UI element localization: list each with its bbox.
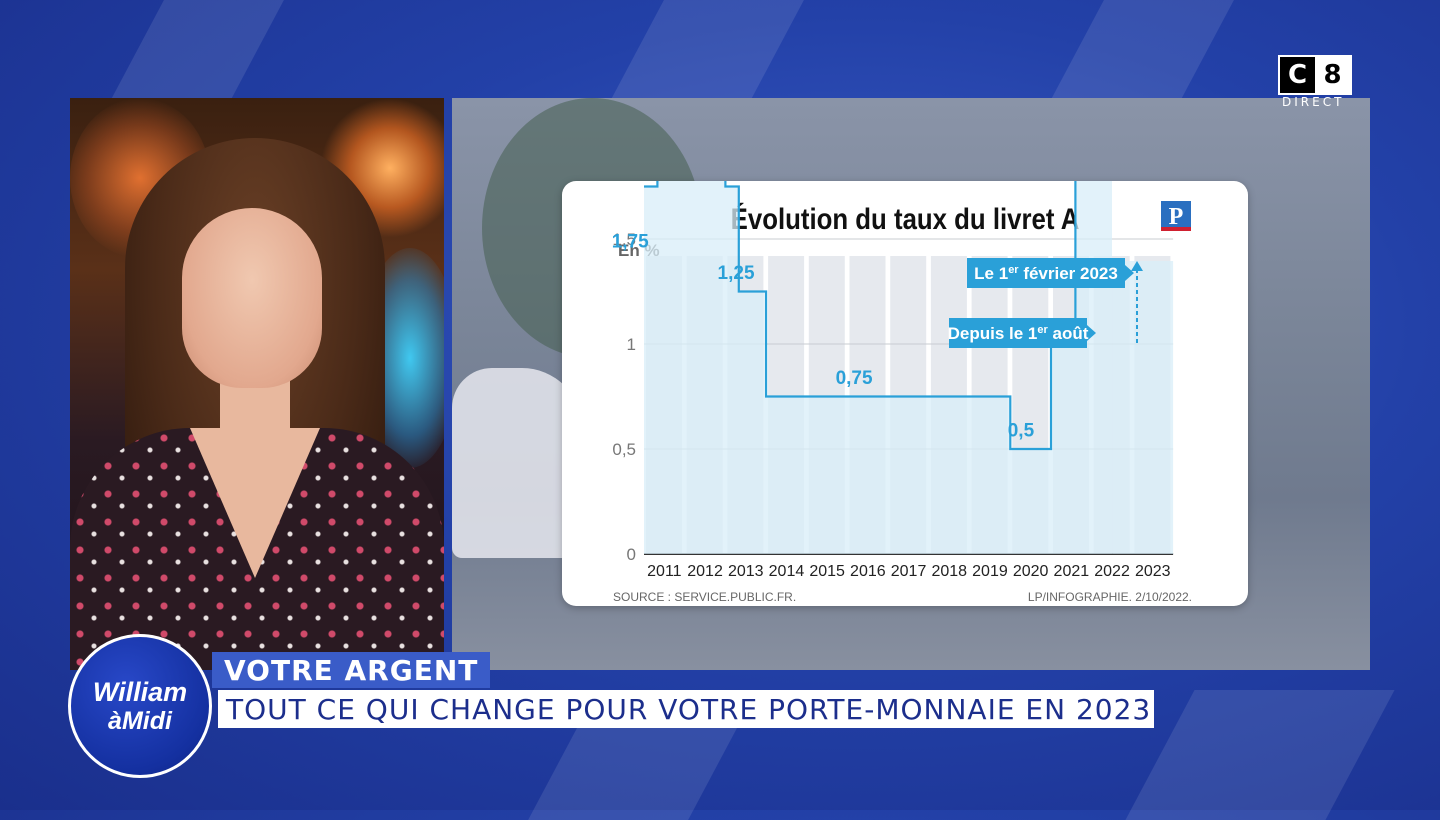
x-tick-label: 2018: [931, 563, 967, 580]
x-tick-label: 2022: [1094, 563, 1130, 580]
presenter-neckline: [190, 428, 320, 578]
channel-logo-c: C: [1280, 57, 1315, 93]
y-tick-label: 0,5: [612, 440, 636, 459]
background-beam: [1125, 690, 1395, 820]
show-logo-line2: àMidi: [108, 707, 172, 735]
channel-logo-8: 8: [1315, 57, 1350, 93]
channel-logo-box: C 8: [1278, 55, 1352, 95]
chart-card: Évolution du taux du livret A En % P 0 0,…: [562, 181, 1248, 606]
svg-text:Le 1er février 2023: Le 1er février 2023: [974, 264, 1118, 283]
annotation-feb-arrow: [1131, 261, 1143, 343]
live-label: DIRECT: [1282, 95, 1345, 109]
category-banner: VOTRE ARGENT: [212, 652, 491, 688]
rate-2023-area: [1112, 261, 1174, 554]
annotation-feb-prefix: Le 1: [974, 264, 1008, 283]
annotation-aug-prefix: Depuis le 1: [948, 324, 1038, 343]
x-tick-label: 2019: [972, 563, 1008, 580]
background-beam: [1045, 0, 1245, 110]
y-tick-label: 0: [627, 545, 636, 564]
chart-title: Évolution du taux du livret A: [731, 202, 1080, 235]
data-label: 1,75: [612, 232, 649, 253]
data-label: 0,5: [1008, 421, 1035, 442]
x-tick-label: 2012: [687, 563, 723, 580]
annotation-aug-sup: er: [1037, 324, 1048, 336]
annotation-feb-sup: er: [1008, 264, 1019, 276]
x-tick-label: 2016: [850, 563, 886, 580]
annotation-feb-2023: Le 1er février 2023: [967, 258, 1134, 288]
x-tick-label: 2017: [891, 563, 927, 580]
channel-logo: C 8 DIRECT: [1278, 55, 1352, 113]
presenter-video: [70, 98, 444, 670]
x-tick-label: 2013: [728, 563, 764, 580]
source-credit: SOURCE : SERVICE.PUBLIC.FR.: [613, 590, 796, 604]
x-tick-label: 2014: [769, 563, 805, 580]
publisher-logo-letter: P: [1169, 204, 1184, 230]
data-label: 0,75: [836, 368, 873, 389]
y-tick-label: 1,5: [612, 230, 636, 249]
background-beam: [105, 0, 295, 110]
annotation-feb-suffix: février 2023: [1019, 264, 1118, 283]
rate-area: [644, 181, 1112, 554]
category-label: VOTRE ARGENT: [224, 653, 479, 687]
infographic-credit: LP/INFOGRAPHIE. 2/10/2022.: [1028, 590, 1192, 604]
background-beam: [605, 0, 815, 110]
headline-text: TOUT CE QUI CHANGE POUR VOTRE PORTE-MONN…: [226, 692, 1152, 726]
x-tick-label: 2015: [809, 563, 845, 580]
x-tick-label: 2023: [1135, 563, 1171, 580]
data-label: 1,25: [718, 263, 755, 284]
y-tick-label: 1: [627, 335, 636, 354]
publisher-logo: P: [1161, 201, 1191, 231]
headline-banner: TOUT CE QUI CHANGE POUR VOTRE PORTE-MONN…: [218, 690, 1154, 728]
svg-text:Depuis le 1er août: Depuis le 1er août: [948, 324, 1089, 343]
livret-a-chart: Évolution du taux du livret A En % P 00,…: [612, 181, 1192, 604]
presenter-face: [182, 208, 322, 388]
show-logo-line1: William: [92, 677, 188, 707]
annotation-aug-suffix: août: [1048, 324, 1089, 343]
x-tick-label: 2021: [1054, 563, 1090, 580]
show-logo: William àMidi: [68, 634, 212, 778]
background-car: [452, 368, 582, 558]
x-tick-label: 2020: [1013, 563, 1049, 580]
annotation-aug: Depuis le 1er août: [948, 318, 1096, 348]
x-tick-label: 2011: [647, 563, 682, 580]
